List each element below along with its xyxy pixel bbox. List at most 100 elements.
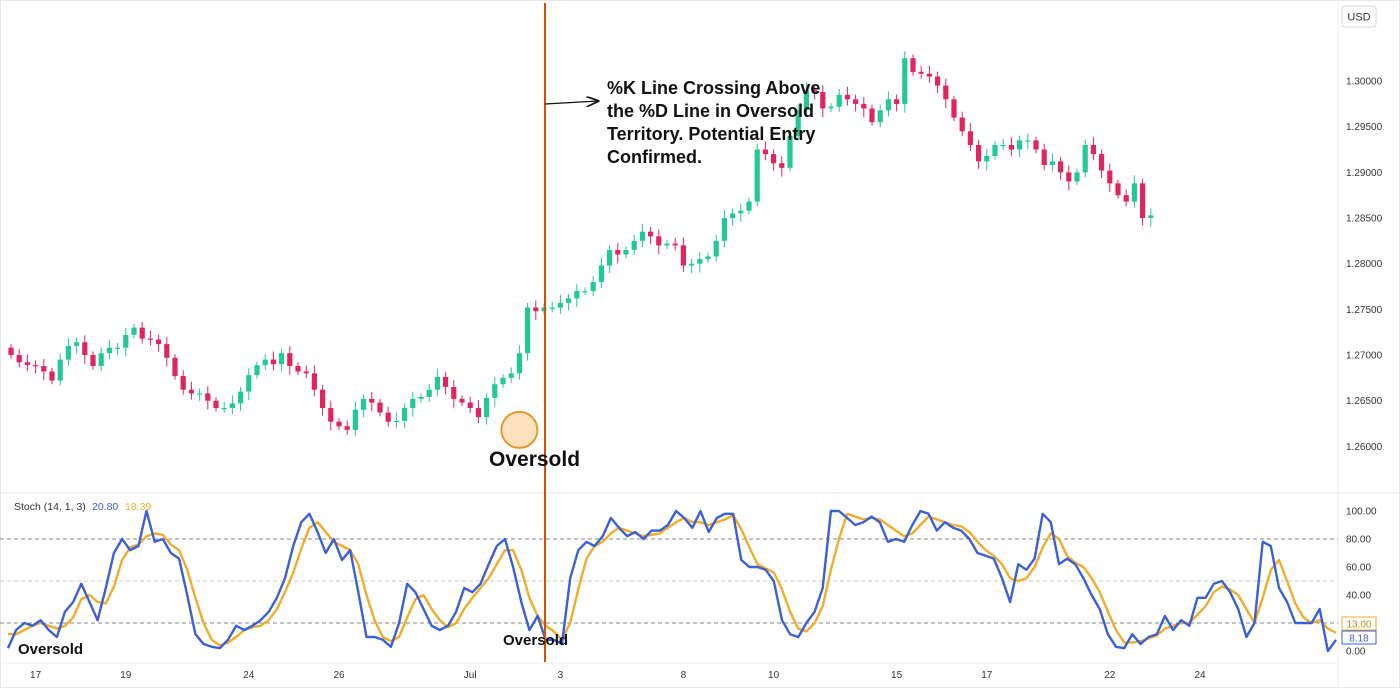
candle-down <box>648 231 654 237</box>
annotation-line-1: %K Line Crossing Above <box>607 78 820 98</box>
candle-down <box>295 366 301 372</box>
stoch-legend-label: Stoch (14, 1, 3) <box>14 501 86 513</box>
candle-down <box>672 243 678 246</box>
stoch-lines <box>6 509 1337 653</box>
candle-down <box>147 338 153 340</box>
candle-up <box>1148 215 1154 218</box>
candle-down <box>336 421 342 427</box>
candle-down <box>33 365 39 367</box>
candle-down <box>1066 172 1072 182</box>
candle-up <box>566 298 572 303</box>
candle-down <box>910 58 916 72</box>
candle-up <box>434 376 440 390</box>
candle-up <box>221 408 227 410</box>
candle-down <box>369 398 375 403</box>
time-tick-label: Jul <box>464 670 477 681</box>
candle-down <box>762 149 768 155</box>
time-tick-label: 24 <box>243 670 255 681</box>
candle-down <box>90 355 96 366</box>
candle-up <box>1000 145 1006 147</box>
annotation-line-4: Confirmed. <box>607 147 702 167</box>
time-tick-label: 15 <box>891 670 903 681</box>
candle-up <box>238 391 244 404</box>
candle-up <box>131 327 137 335</box>
candle-up <box>877 110 883 123</box>
price-tick-label: 1.28500 <box>1346 214 1383 225</box>
candle-down <box>467 402 473 408</box>
candle-down <box>861 103 867 109</box>
candle-up <box>1074 172 1080 182</box>
candle-up <box>607 250 613 266</box>
candle-up <box>65 345 71 360</box>
candle-down <box>1140 183 1146 218</box>
candle-down <box>475 408 481 418</box>
candle-up <box>1049 161 1055 166</box>
annotation-line-3: Territory. Potential Entry <box>607 124 815 144</box>
candle-down <box>844 94 850 100</box>
candle-down <box>82 342 88 355</box>
candle-up <box>582 291 588 293</box>
stoch-legend: Stoch (14, 1, 3) 20.80 18.39 <box>14 501 151 513</box>
candle-up <box>254 365 260 376</box>
price-tick-label: 1.30000 <box>1346 77 1383 88</box>
candle-up <box>98 353 104 366</box>
candle-down <box>820 92 826 109</box>
candle-down <box>812 90 818 92</box>
annotation-arrow <box>544 101 598 104</box>
candle-up <box>549 307 555 309</box>
candle-up <box>106 347 112 354</box>
time-tick-label: 17 <box>981 670 993 681</box>
candle-up <box>1131 183 1137 202</box>
candle-up <box>1017 140 1023 150</box>
candle-down <box>443 376 449 387</box>
candle-down <box>894 99 900 104</box>
candle-up <box>74 342 80 346</box>
candle-up <box>828 106 834 109</box>
candle-up <box>197 393 203 395</box>
stoch-legend-k-value: 20.80 <box>92 501 118 513</box>
candle-down <box>1107 170 1113 184</box>
time-tick-label: 17 <box>30 670 42 681</box>
candle-down <box>16 355 22 363</box>
candle-up <box>730 213 736 219</box>
candle-up <box>115 347 121 349</box>
candle-up <box>992 145 998 156</box>
price-tick-label: 1.27500 <box>1346 305 1383 316</box>
stoch-last-d-badge: 13.00 <box>1341 616 1377 631</box>
stoch-last-k-text: 8.18 <box>1349 634 1369 645</box>
candle-up <box>492 384 498 398</box>
candle-down <box>976 145 982 162</box>
candle-up <box>1025 140 1031 142</box>
candle-down <box>459 398 465 403</box>
candle-up <box>361 398 367 410</box>
currency-badge[interactable]: USD <box>1341 5 1377 28</box>
stoch-tick-label: 100.00 <box>1346 507 1377 518</box>
candle-up <box>738 210 744 214</box>
time-tick-label: 3 <box>558 670 564 681</box>
stoch-tick-label: 0.00 <box>1346 647 1366 658</box>
candle-down <box>270 359 276 365</box>
stoch-levels <box>0 538 1338 624</box>
stoch-last-k-badge: 8.18 <box>1341 630 1377 645</box>
price-tick-label: 1.29500 <box>1346 122 1383 133</box>
candle-down <box>303 371 309 374</box>
candle-up <box>557 303 563 308</box>
candle-up <box>836 94 842 107</box>
candle-down <box>287 353 293 366</box>
candle-up <box>516 353 522 374</box>
candle-up <box>689 263 695 266</box>
candle-down <box>918 71 924 74</box>
stoch-tick-label: 80.00 <box>1346 535 1371 546</box>
candle-down <box>615 250 621 255</box>
candle-down <box>1033 140 1039 150</box>
candle-up <box>795 110 801 136</box>
stoch-line-d <box>8 512 1337 647</box>
stoch-line-k <box>6 509 1337 653</box>
candle-down <box>451 387 457 399</box>
time-tick-label: 8 <box>681 670 687 681</box>
candle-down <box>935 76 941 86</box>
stoch-tick-label: 60.00 <box>1346 563 1371 574</box>
candle-down <box>328 408 334 422</box>
